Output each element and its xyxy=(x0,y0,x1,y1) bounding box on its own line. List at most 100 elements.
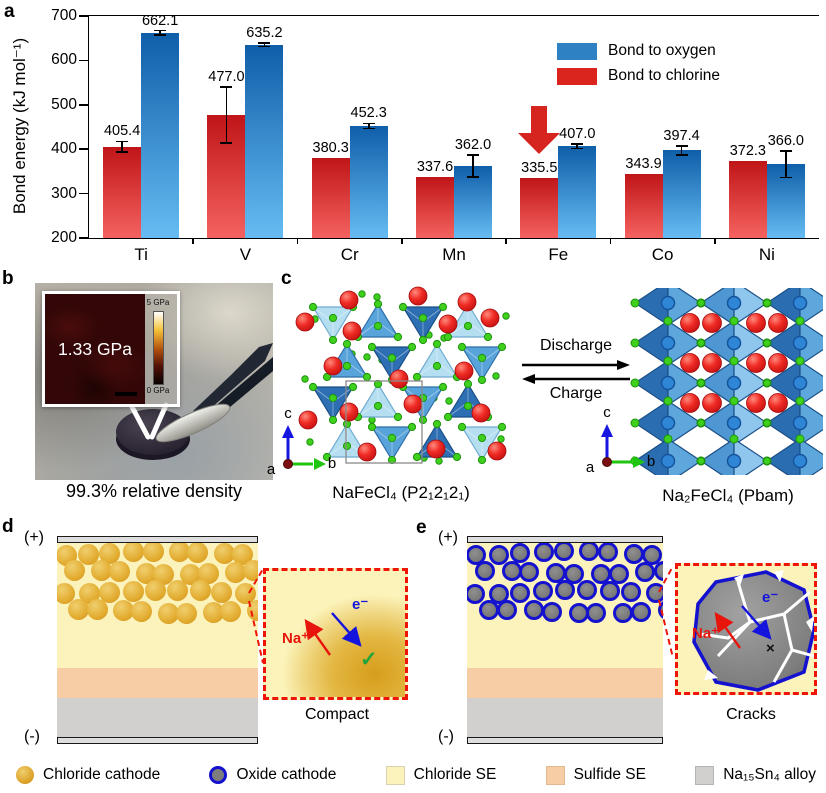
x-category-label: Co xyxy=(651,245,674,264)
fecl4-tetrahedron xyxy=(370,346,414,382)
cl-atom xyxy=(477,433,487,443)
oxide-cathode-particle xyxy=(635,562,655,583)
na-atom xyxy=(298,410,318,430)
chloride-cathode-particle xyxy=(122,580,144,602)
bar-fe-oxygen xyxy=(558,146,597,238)
error-bar-cap xyxy=(154,34,167,36)
cl-atom xyxy=(322,372,332,382)
oxide-cathode-particle xyxy=(653,560,663,581)
cracked-particle-drawing xyxy=(692,570,814,692)
chloride-cathode-particle xyxy=(180,563,202,585)
axis-b-label-right: b xyxy=(646,453,656,470)
bar-v-oxygen xyxy=(245,44,284,238)
error-bar-cap xyxy=(571,143,584,145)
cl-atom xyxy=(342,339,352,349)
legend-label: Na₁₅Sn₄ alloy xyxy=(723,766,816,783)
cl-atom xyxy=(363,353,371,361)
afm-hardness-value: 1.33 GPa xyxy=(58,338,132,359)
na-atom xyxy=(746,353,766,373)
afm-scale-bar xyxy=(115,392,137,396)
na-atom xyxy=(487,441,507,461)
chloride-cathode-particle xyxy=(168,543,190,562)
fecl4-tetrahedron xyxy=(311,386,355,422)
bar-value-label: 337.6 xyxy=(416,158,454,175)
cl-atom xyxy=(463,321,473,331)
cl-atom xyxy=(445,397,453,405)
bar-value-label: 635.2 xyxy=(246,24,283,41)
fe-atom xyxy=(726,415,742,431)
oxide-cathode-layer xyxy=(467,543,663,625)
panel-label-c: c xyxy=(281,268,292,289)
electron-label-e: e⁻ xyxy=(762,589,779,606)
cl-atom xyxy=(393,332,403,342)
cl-atom xyxy=(373,293,381,301)
pellet-tweezers-drawing xyxy=(116,343,273,460)
cl-atom xyxy=(497,342,507,352)
na-atom xyxy=(680,313,700,333)
oxide-cathode-particle xyxy=(553,543,574,562)
cl-atom xyxy=(393,412,403,422)
bar-ti-oxygen xyxy=(141,32,180,238)
cl-atom xyxy=(492,372,500,380)
cl-atom xyxy=(763,457,771,465)
sulfide-se-layer-d xyxy=(57,668,258,698)
cl-atom xyxy=(729,396,739,406)
na-atom xyxy=(768,353,788,373)
oxide-cathode-particle xyxy=(645,583,663,604)
fe-atom xyxy=(792,335,808,351)
na-atom xyxy=(339,402,359,422)
cl-atom xyxy=(663,396,673,406)
error-bar-cap xyxy=(675,145,688,147)
cl-atom xyxy=(763,419,771,427)
cl-atom xyxy=(301,375,309,383)
y-axis-tick xyxy=(79,104,88,106)
discharge-charge-arrows xyxy=(522,360,630,384)
error-bar-cap xyxy=(258,42,271,44)
chart-legend: Bond to oxygen Bond to chlorine xyxy=(557,42,720,92)
error-bar-cap xyxy=(220,142,233,144)
oxide-cathode-particle xyxy=(608,563,629,584)
error-bar-cap xyxy=(467,154,479,156)
fe-highlight-arrow xyxy=(518,106,561,154)
chloride-cathode-particle xyxy=(99,543,121,564)
bar-value-label: 335.5 xyxy=(521,159,558,176)
x-category-label: Mn xyxy=(442,245,466,264)
chloride-cathode-particle xyxy=(210,581,232,603)
axis-marker-right xyxy=(601,424,645,468)
cl-atom xyxy=(697,419,705,427)
na-atom xyxy=(389,369,409,389)
error-bar-cap xyxy=(779,150,792,152)
legend-item: Na₁₅Sn₄ alloy xyxy=(695,765,816,785)
error-bar-cap xyxy=(258,45,271,48)
cl-atom xyxy=(502,312,510,320)
axis-c-label-left: c xyxy=(284,405,292,422)
oxide-cathode-particle xyxy=(577,580,598,601)
legend-item: Oxide cathode xyxy=(209,766,336,784)
x-axis-tick xyxy=(296,238,299,244)
cl-atom xyxy=(342,441,352,451)
chloride-cathode-particle xyxy=(108,561,130,583)
cl-atom xyxy=(497,435,505,443)
axis-marker-left xyxy=(282,425,326,470)
cl-atom xyxy=(308,382,318,392)
cl-atom xyxy=(443,412,453,422)
check-mark: ✓ xyxy=(360,648,378,671)
cl-atom xyxy=(407,422,417,432)
chloride-cathode-particle xyxy=(57,583,76,605)
bar-value-label: 662.1 xyxy=(141,12,179,29)
y-tick-label: 700 xyxy=(51,7,77,24)
chloride-cathode-particle xyxy=(64,560,86,582)
error-bar xyxy=(472,154,474,178)
fe-atom xyxy=(792,295,808,311)
sulfide-se-layer-e xyxy=(467,668,663,698)
y-axis-title: Bond energy (kJ mol⁻¹) xyxy=(10,37,29,215)
oxide-cathode-particle xyxy=(586,603,607,624)
cl-atom xyxy=(432,419,442,429)
oxide-cathode-particle xyxy=(563,564,584,585)
fe-atom xyxy=(660,415,676,431)
legend-item: Chloride cathode xyxy=(16,766,160,784)
fecl4-tetrahedron xyxy=(325,422,369,458)
axis-a-label-right: a xyxy=(585,459,595,476)
chlorine-swatch xyxy=(557,67,597,85)
na2fecl4-structure xyxy=(601,288,823,475)
